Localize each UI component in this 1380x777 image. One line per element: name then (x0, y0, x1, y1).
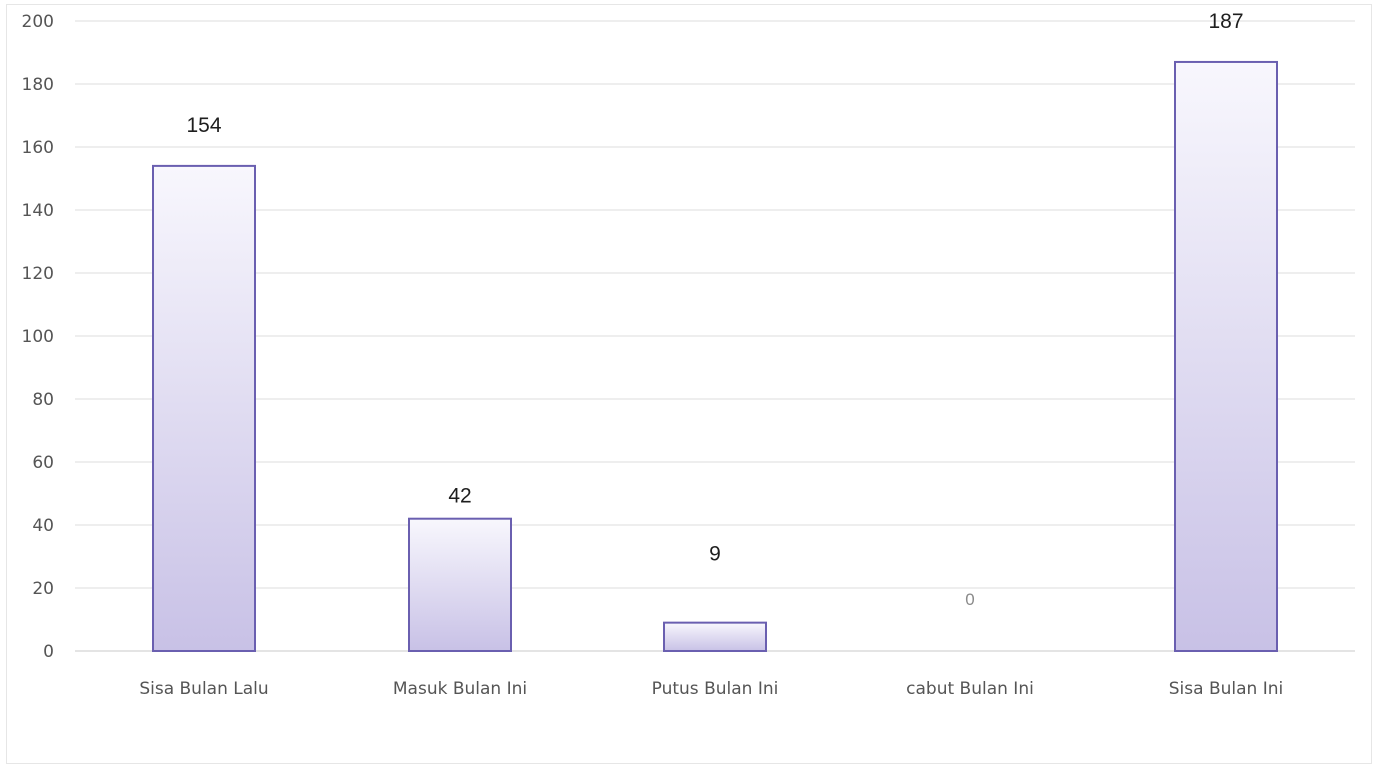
y-tick-label: 40 (32, 516, 54, 536)
x-tick-label: Masuk Bulan Ini (393, 679, 527, 699)
bar (1174, 60, 1278, 652)
y-tick-label: 60 (32, 453, 54, 473)
x-tick-label: Sisa Bulan Ini (1169, 679, 1283, 699)
y-tick-label: 200 (22, 12, 54, 32)
y-tick-label: 160 (22, 138, 54, 158)
data-label: 187 (1208, 10, 1243, 33)
x-tick-label: cabut Bulan Ini (906, 679, 1034, 699)
x-axis-ticks: Sisa Bulan Lalu Masuk Bulan Ini Putus Bula… (139, 679, 1283, 699)
data-label: 0 (965, 590, 974, 609)
gridlines (75, 20, 1355, 652)
bar (663, 621, 767, 653)
x-tick-label: Sisa Bulan Lalu (139, 679, 268, 699)
y-tick-label: 120 (22, 264, 54, 284)
y-axis-ticks: 0 20 40 60 80 100 120 140 160 180 200 (22, 12, 54, 662)
y-tick-label: 80 (32, 390, 54, 410)
y-tick-label: 100 (22, 327, 54, 347)
data-label: 9 (709, 543, 721, 566)
data-label: 154 (186, 114, 221, 137)
y-tick-label: 20 (32, 579, 54, 599)
bars (152, 60, 1278, 653)
data-label: 42 (448, 485, 471, 508)
y-tick-label: 0 (43, 642, 54, 662)
data-labels: 154 42 9 0 187 (186, 10, 1243, 609)
y-tick-label: 180 (22, 75, 54, 95)
bar (408, 517, 512, 653)
x-tick-label: Putus Bulan Ini (652, 679, 779, 699)
y-tick-label: 140 (22, 201, 54, 221)
bar (152, 164, 256, 652)
